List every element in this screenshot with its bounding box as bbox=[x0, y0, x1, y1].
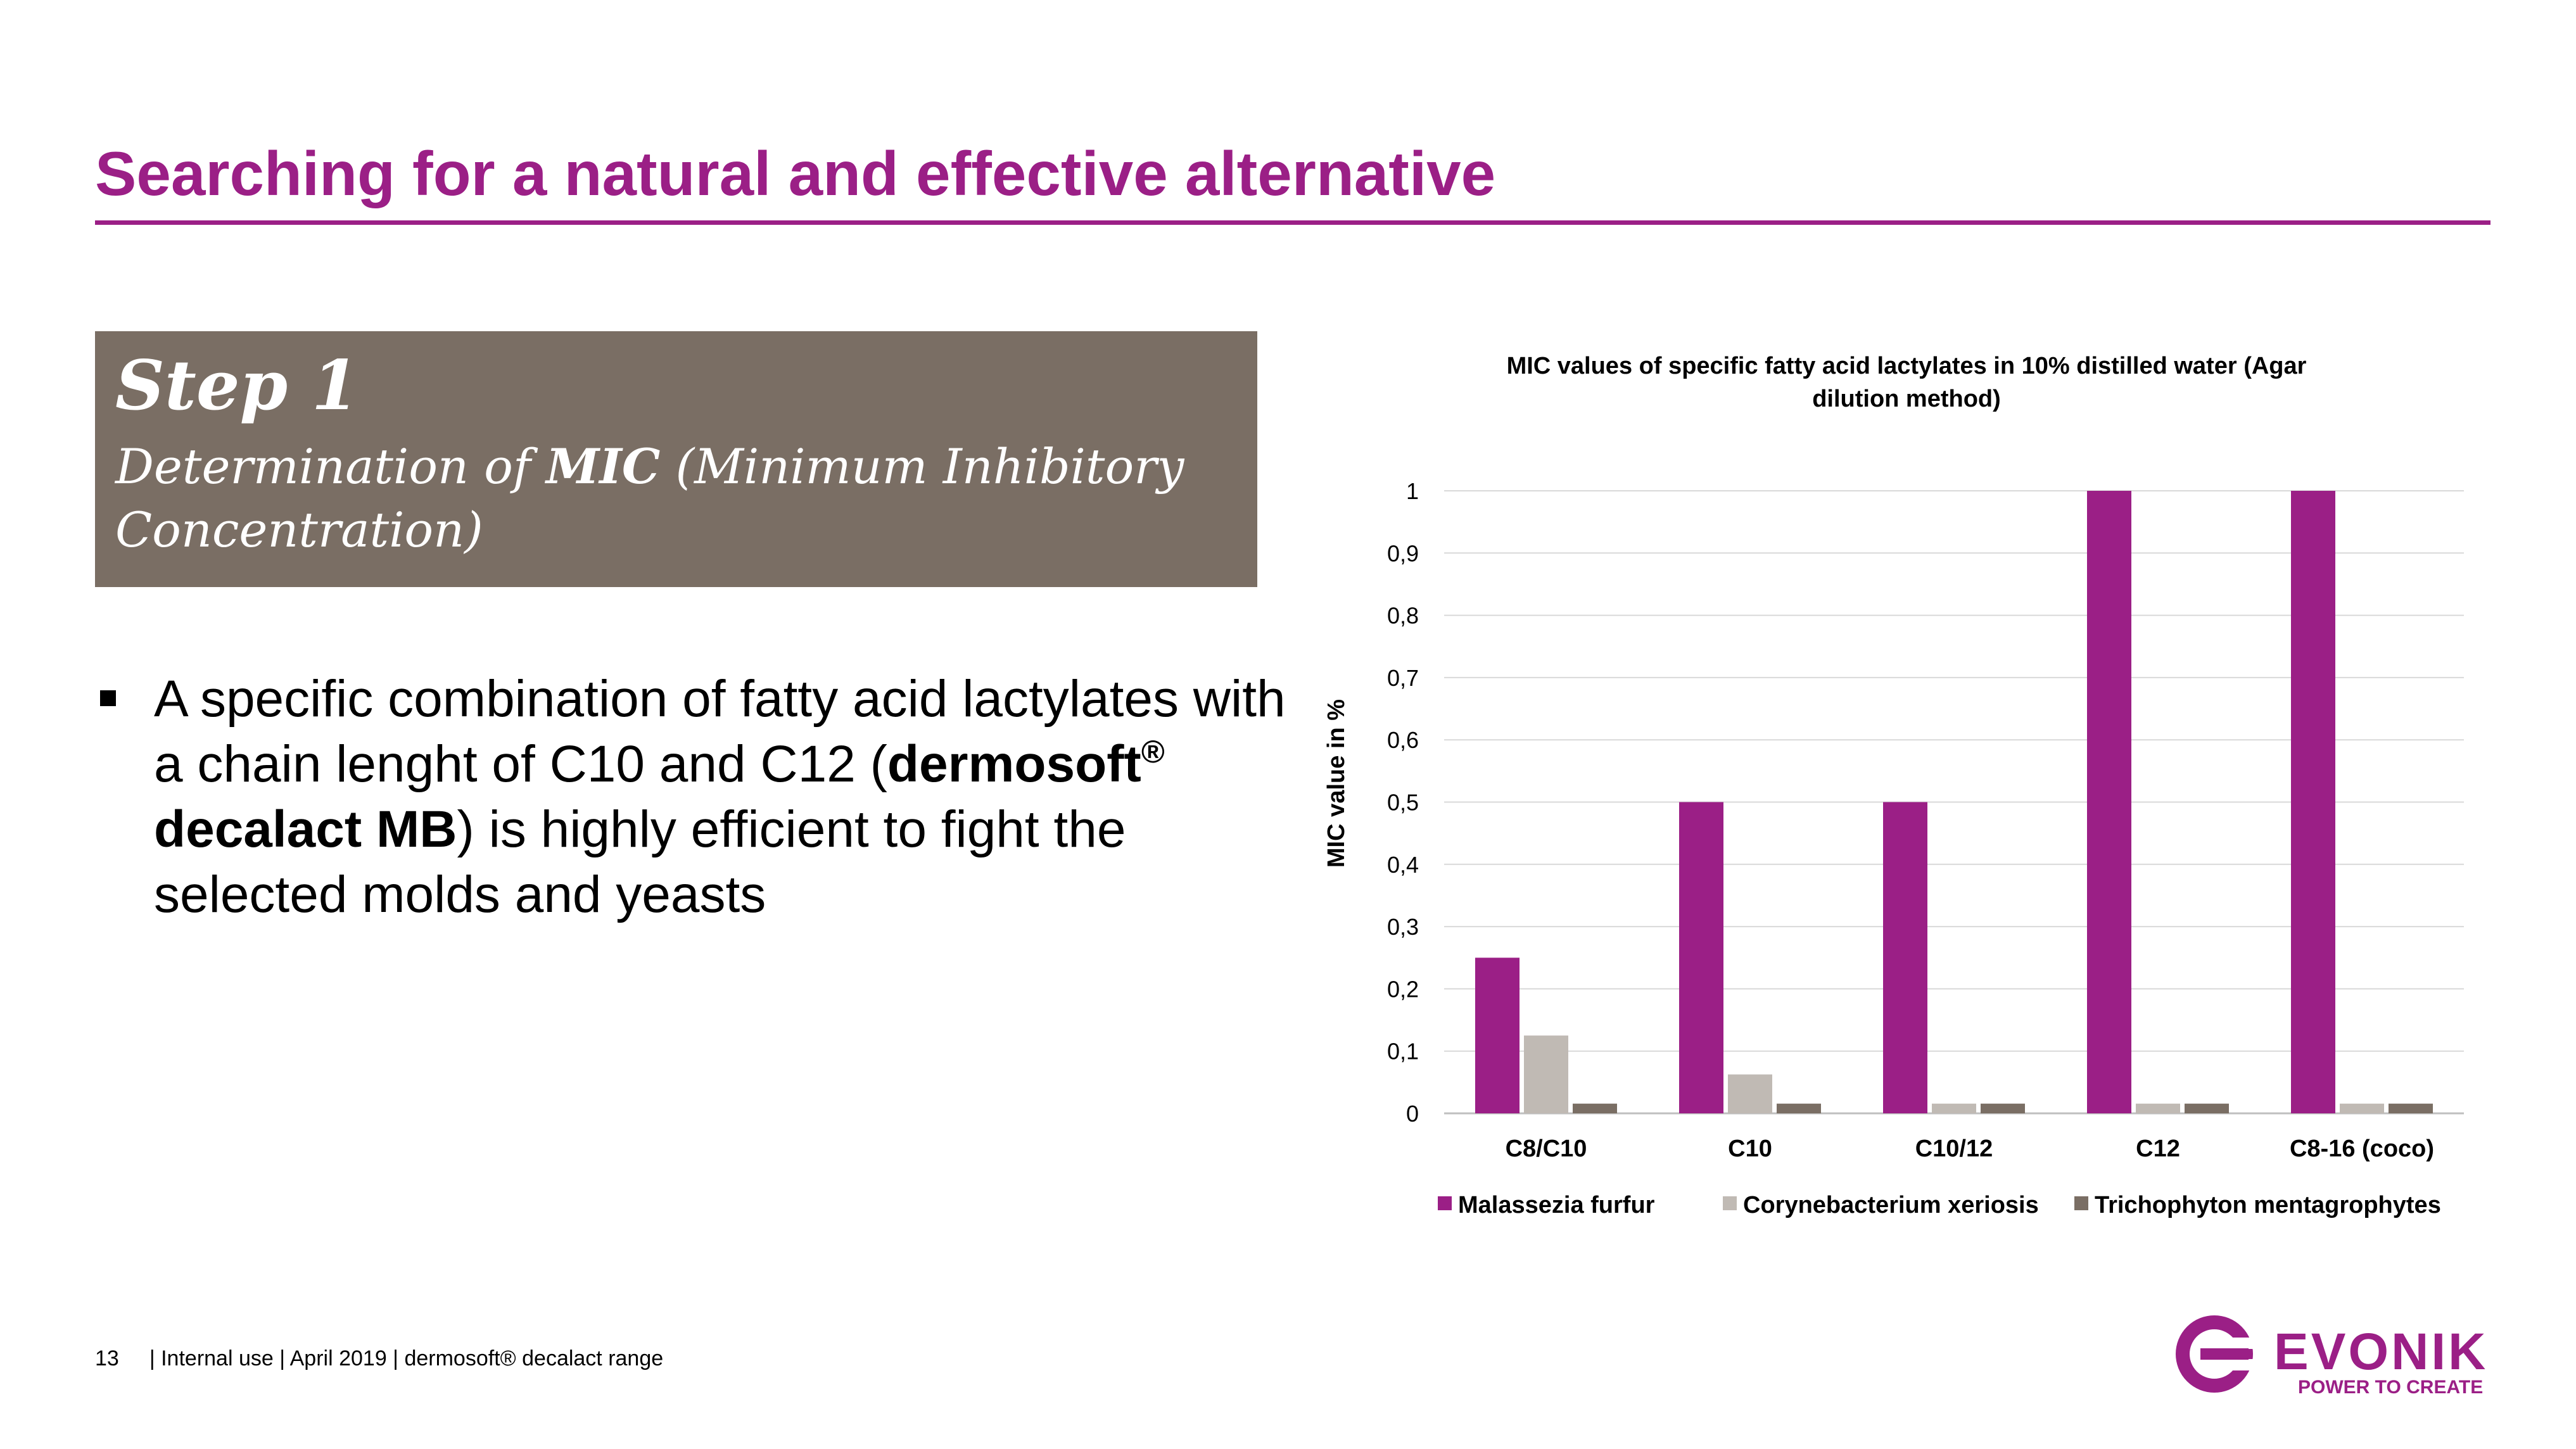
product-name-base: dermosoft bbox=[887, 735, 1141, 793]
bar-2-2 bbox=[1728, 1074, 1772, 1113]
y-tick-label: 0,2 bbox=[1387, 976, 1419, 1002]
legend: Malassezia furfur Corynebacterium xeriosi… bbox=[1438, 1192, 2441, 1218]
x-tick-labels: C8/C10 C10 C10/12 C12 C8-16 (coco) bbox=[1506, 1136, 2434, 1162]
evonik-tagline: POWER TO CREATE bbox=[2298, 1377, 2484, 1398]
legend-swatch bbox=[1723, 1196, 1737, 1210]
y-axis-label: MIC value in % bbox=[1323, 699, 1350, 868]
bar-1-5 bbox=[2291, 491, 2335, 1113]
legend-label: Corynebacterium xeriosis bbox=[1743, 1192, 2039, 1218]
bar-2-5 bbox=[2340, 1103, 2384, 1113]
registered-mark: ® bbox=[1141, 734, 1165, 769]
bar-1-3 bbox=[1883, 802, 1927, 1113]
legend-label: Trichophyton mentagrophytes bbox=[2095, 1192, 2441, 1218]
bar-3-2 bbox=[1777, 1103, 1821, 1113]
step-subtitle-pre: Determination of bbox=[115, 438, 547, 495]
step-subtitle-post: (Minimum Inhibitory Concentration) bbox=[115, 438, 1184, 558]
step-heading: Step 1 bbox=[115, 346, 359, 426]
legend-label: Malassezia furfur bbox=[1458, 1192, 1655, 1218]
bar-2-3 bbox=[1932, 1103, 1976, 1113]
bar-3-5 bbox=[2389, 1103, 2433, 1113]
bullet-item: A specific combination of fatty acid lac… bbox=[95, 666, 1298, 927]
bar-3-4 bbox=[2185, 1103, 2229, 1113]
bullet-text-post: ) is highly efficient to fight the selec… bbox=[154, 800, 1126, 923]
y-tick-label: 0,4 bbox=[1387, 852, 1419, 878]
bars bbox=[1475, 491, 2433, 1113]
chart-title-line-1: MIC values of specific fatty acid lactyl… bbox=[1507, 353, 2307, 379]
x-tick-label: C10/12 bbox=[1915, 1136, 1993, 1162]
square-bullet-icon bbox=[100, 690, 116, 706]
evonik-e-icon bbox=[2176, 1315, 2255, 1393]
x-tick-label: C12 bbox=[2136, 1136, 2180, 1162]
product-name: dermosoft® decalact MB bbox=[154, 735, 1165, 858]
evonik-logo: EVONIK POWER TO CREATE bbox=[2174, 1311, 2503, 1400]
bar-2-1 bbox=[1524, 1035, 1568, 1113]
bar-1-4 bbox=[2087, 491, 2131, 1113]
step-box: Step 1 Determination of MIC (Minimum Inh… bbox=[95, 331, 1257, 587]
footer-text: | Internal use | April 2019 | dermosoft®… bbox=[149, 1346, 664, 1370]
bar-3-1 bbox=[1573, 1103, 1617, 1113]
y-tick-labels: 0 0,1 0,2 0,3 0,4 0,5 0,6 0,7 0,8 0,9 1 bbox=[1387, 478, 1419, 1127]
mic-bar-chart: MIC values of specific fatty acid lactyl… bbox=[1323, 353, 2464, 1218]
y-tick-label: 0,7 bbox=[1387, 665, 1419, 691]
y-tick-label: 0,8 bbox=[1387, 603, 1419, 629]
evonik-wordmark: EVONIK bbox=[2274, 1323, 2489, 1381]
x-tick-label: C8-16 (coco) bbox=[2290, 1136, 2434, 1162]
bullet-text-pre: A specific combination of fatty acid lac… bbox=[154, 670, 1286, 793]
y-tick-label: 1 bbox=[1406, 478, 1419, 504]
legend-swatch bbox=[2074, 1196, 2088, 1210]
bar-2-4 bbox=[2136, 1103, 2180, 1113]
y-tick-label: 0 bbox=[1406, 1101, 1419, 1127]
title-divider bbox=[95, 220, 2490, 225]
legend-swatch bbox=[1438, 1196, 1452, 1210]
bar-1-1 bbox=[1475, 958, 1520, 1113]
product-name-suffix: decalact MB bbox=[154, 800, 457, 858]
footer: 13 | Internal use | April 2019 | dermosof… bbox=[95, 1346, 663, 1371]
bar-1-2 bbox=[1679, 802, 1723, 1113]
bullet-list: A specific combination of fatty acid lac… bbox=[95, 666, 1298, 927]
y-tick-label: 0,1 bbox=[1387, 1039, 1419, 1065]
y-tick-label: 0,5 bbox=[1387, 790, 1419, 816]
x-tick-label: C8/C10 bbox=[1506, 1136, 1587, 1162]
page-number: 13 bbox=[95, 1346, 119, 1370]
chart-title-line-2: dilution method) bbox=[1812, 386, 2001, 412]
y-tick-label: 0,3 bbox=[1387, 914, 1419, 940]
slide-title: Searching for a natural and effective al… bbox=[95, 139, 1496, 208]
x-tick-label: C10 bbox=[1728, 1136, 1772, 1162]
y-tick-label: 0,6 bbox=[1387, 727, 1419, 753]
step-subtitle: Determination of MIC (Minimum Inhibitory… bbox=[115, 435, 1237, 562]
y-tick-label: 0,9 bbox=[1387, 540, 1419, 566]
bar-3-3 bbox=[1981, 1103, 2025, 1113]
step-subtitle-bold: MIC bbox=[546, 438, 661, 495]
